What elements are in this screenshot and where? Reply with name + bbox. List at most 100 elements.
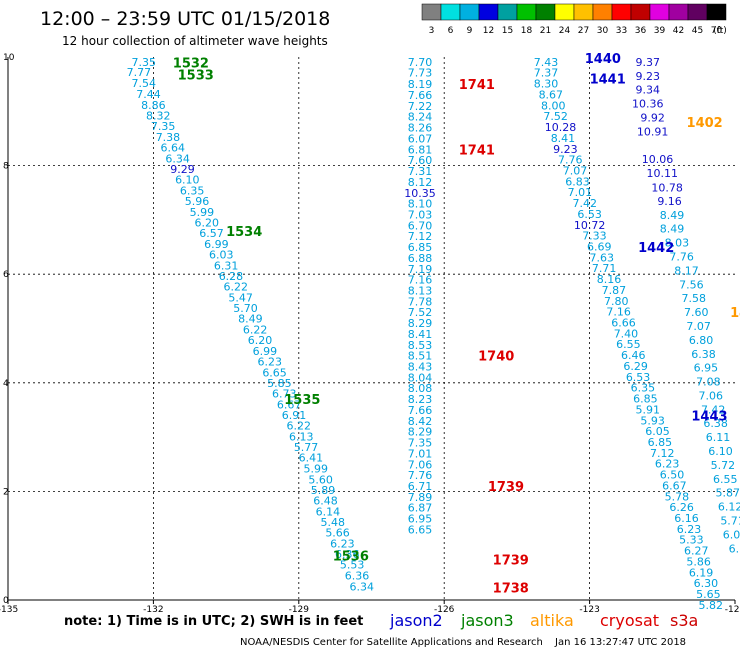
data-point-label: 7.43	[534, 56, 559, 69]
time-label: 1442	[638, 241, 674, 256]
data-point-label: 7.22	[408, 100, 433, 113]
data-point-label: 7.42	[573, 197, 598, 210]
data-point-label: 6.73	[272, 388, 297, 401]
color-swatch	[573, 3, 594, 21]
time-label: 1533	[178, 68, 214, 83]
data-point-label: 7.12	[650, 447, 675, 460]
data-point-label: 6.23	[655, 458, 680, 471]
data-point-label: 6.80	[689, 334, 714, 347]
data-point-label: 6.03	[209, 249, 234, 262]
data-point-label: 6.1	[729, 542, 740, 555]
data-point-label: 7.76	[669, 250, 694, 263]
data-point-label: 6.85	[648, 436, 673, 449]
x-tick-label: -120	[725, 605, 740, 615]
data-point-label: 6.70	[408, 219, 433, 232]
data-point-label: 6.87	[408, 502, 433, 515]
data-point-label: 8.00	[541, 99, 566, 112]
data-point-label: 7.76	[408, 469, 433, 482]
legend-jason3: jason3	[460, 611, 514, 630]
data-point-label: 5.47	[228, 292, 253, 305]
data-point-label: 6.65	[262, 366, 287, 379]
data-point-label: 6.22	[243, 324, 268, 337]
data-point-label: 5.53	[340, 559, 365, 572]
data-point-label: 6.95	[694, 362, 719, 375]
data-point-label: 7.35	[131, 56, 156, 69]
color-scale-bar: 3 6 9 12 15 18 21 24 27 30 33 36 39 42 45 70(ft)	[421, 3, 727, 36]
data-point-label: 6.20	[248, 334, 273, 347]
data-point-label: 8.43	[408, 361, 433, 374]
data-point-label: 6.55	[616, 338, 641, 351]
legend-jason2: jason2	[389, 611, 443, 630]
data-point-label: 7.38	[156, 131, 181, 144]
data-point-label: 8.49	[660, 209, 685, 222]
data-point-label: 8.10	[408, 198, 433, 211]
data-point-label: 7.06	[408, 458, 433, 471]
data-point-label: 6.85	[633, 393, 658, 406]
data-point-label: 6.10	[708, 445, 733, 458]
footer-timestamp: Jan 16 13:27:47 UTC 2018	[554, 637, 686, 648]
data-point-label: 6.10	[175, 174, 200, 187]
data-point-label: 5.91	[636, 403, 661, 416]
data-point-label: 8.49	[238, 313, 263, 326]
data-point-label: 7.12	[408, 230, 433, 243]
time-label: 1402	[687, 116, 723, 131]
data-point-label: 7.08	[696, 376, 721, 389]
data-point-label: 10.78	[651, 181, 683, 194]
color-swatch	[630, 3, 651, 21]
data-point-label: 8.49	[660, 223, 685, 236]
data-point-label: 5.72	[711, 459, 736, 472]
color-swatch	[440, 3, 461, 21]
footer: note: 1) Time is in UTC; 2) SWH is in fe…	[64, 614, 686, 648]
data-point-label: 7.66	[408, 404, 433, 417]
data-point-label: 6.71	[408, 480, 433, 493]
data-point-label: 7.07	[686, 320, 711, 333]
data-point-label: 6.57	[199, 227, 224, 240]
data-point-label: 6.99	[204, 238, 229, 251]
data-point-label: 6.23	[330, 538, 355, 551]
page-subtitle: 12 hour collection of altimeter wave hei…	[62, 34, 328, 48]
data-point-label: 6.67	[662, 479, 687, 492]
time-label: 1535	[284, 393, 320, 408]
data-point-label: 9.23	[636, 70, 661, 83]
data-point-label: 7.63	[589, 251, 614, 264]
color-swatch	[421, 3, 442, 21]
data-point-label: 7.73	[408, 67, 433, 80]
data-point-label: 6.38	[703, 417, 728, 430]
data-point-label: 5.78	[665, 490, 690, 503]
scale-label: 15	[502, 26, 513, 36]
color-swatch	[687, 3, 708, 21]
data-point-label: 6.55	[713, 473, 738, 486]
color-swatch	[706, 3, 727, 21]
data-point-label: 7.40	[614, 327, 639, 340]
data-point-label: 7.71	[592, 262, 617, 275]
data-point-label: 6.95	[408, 513, 433, 526]
data-point-label: 9.23	[553, 143, 578, 156]
scale-label: 18	[521, 26, 533, 36]
data-point-label: 7.52	[543, 110, 568, 123]
color-swatch	[649, 3, 670, 21]
page-title: 12:00 – 23:59 UTC 01/15/2018	[40, 8, 330, 30]
data-point-label: 8.42	[408, 415, 433, 428]
data-point-label: 6.91	[282, 409, 307, 422]
time-label: 1740	[478, 350, 514, 365]
color-swatch	[554, 3, 575, 21]
color-swatch	[478, 3, 499, 21]
data-point-label: 5.66	[325, 527, 350, 540]
data-point-label: 6.53	[626, 371, 651, 384]
scale-label: 70	[711, 26, 723, 36]
scale-label: 6	[448, 26, 454, 36]
data-point-label: 8.29	[408, 317, 433, 330]
data-point-label: 6.23	[257, 356, 282, 369]
data-point-label: 5.89	[311, 484, 336, 497]
data-point-label: 6.11	[706, 431, 731, 444]
data-point-label: 10.35	[404, 187, 436, 200]
data-point-label: 6.07	[723, 528, 740, 541]
legend-cryosat: cryosat	[600, 611, 659, 630]
data-point-label: 6.26	[669, 501, 694, 514]
time-label: 1741	[459, 143, 495, 158]
data-point-label: 6.50	[660, 469, 685, 482]
time-label: 1534	[226, 225, 262, 240]
data-point-label: 7.70	[408, 56, 433, 69]
data-point-label: 6.53	[577, 208, 602, 221]
